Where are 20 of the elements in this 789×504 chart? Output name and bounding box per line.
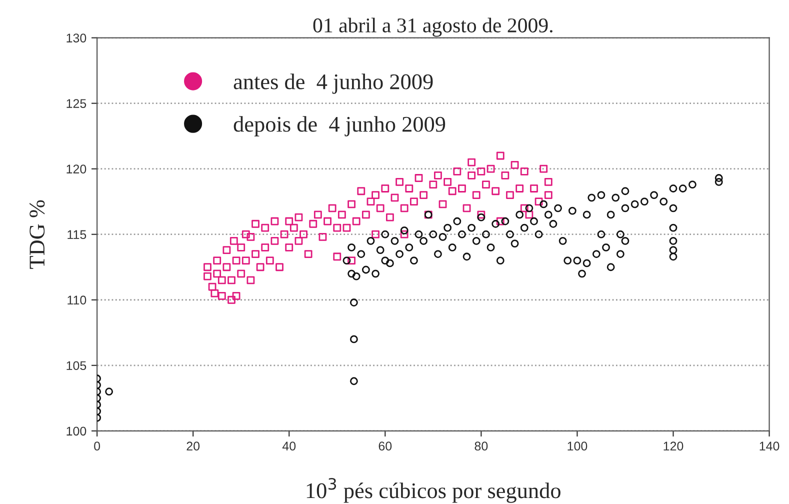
y-tick-label: 115	[68, 230, 86, 240]
x-tick-label: 0	[94, 442, 100, 451]
x-tick-label: 40	[282, 442, 296, 451]
x-tick-label: 60	[378, 442, 392, 451]
x-tick-label: 140	[760, 442, 780, 451]
y-tick-label: 105	[66, 361, 86, 370]
x-tick-label: 100	[568, 442, 588, 451]
x-tick-label: 120	[664, 442, 684, 451]
x-tick-label: 80	[474, 442, 488, 451]
y-tick-label: 130	[66, 34, 86, 42]
y-axis-title: TDG %	[30, 200, 45, 269]
y-tick-label: 125	[66, 99, 86, 108]
legend-label: depois de 4 junho 2009	[234, 116, 446, 136]
x-axis-title: 10$^{3}$ pés cúbicos por segundo	[306, 478, 560, 503]
y-tick-label: 120	[66, 164, 86, 174]
x-tick-label: 20	[186, 442, 200, 451]
legend-label: antes de 4 junho 2009	[234, 74, 433, 94]
y-tick-label: 100	[66, 426, 86, 436]
chart-title: 01 abril a 31 agosto de 2009.	[313, 18, 552, 37]
y-tick-label: 110	[68, 296, 86, 305]
